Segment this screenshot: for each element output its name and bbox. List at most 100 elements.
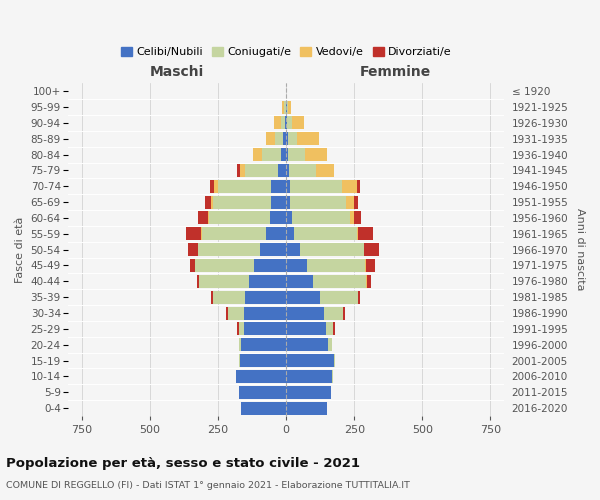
Bar	[286, 243, 300, 256]
Bar	[211, 196, 213, 208]
Bar	[281, 148, 286, 161]
Bar	[253, 148, 262, 161]
Bar	[286, 116, 287, 130]
Bar	[285, 116, 286, 130]
Bar	[305, 148, 327, 161]
Bar	[286, 354, 334, 367]
Bar	[281, 116, 285, 130]
Bar	[244, 322, 286, 336]
Bar	[286, 338, 328, 351]
Bar	[286, 322, 326, 336]
Bar	[266, 228, 286, 240]
Y-axis label: Fasce di età: Fasce di età	[15, 216, 25, 283]
Bar	[290, 196, 346, 208]
Bar	[271, 180, 286, 193]
Bar	[357, 180, 359, 193]
Bar	[245, 164, 278, 177]
Bar	[240, 354, 286, 367]
Bar	[289, 164, 316, 177]
Bar	[227, 306, 244, 320]
Bar	[295, 228, 357, 240]
Bar	[199, 275, 250, 288]
Bar	[254, 259, 286, 272]
Bar	[236, 370, 286, 383]
Bar	[213, 290, 245, 304]
Bar	[205, 196, 211, 208]
Bar	[239, 338, 241, 351]
Bar	[320, 290, 358, 304]
Bar	[286, 306, 325, 320]
Bar	[290, 180, 342, 193]
Bar	[325, 306, 343, 320]
Bar	[210, 180, 214, 193]
Bar	[297, 132, 319, 145]
Legend: Celibi/Nubili, Coniugati/e, Vedovi/e, Divorziati/e: Celibi/Nubili, Coniugati/e, Vedovi/e, Di…	[116, 42, 456, 62]
Bar	[240, 164, 245, 177]
Bar	[274, 116, 281, 130]
Bar	[286, 402, 327, 414]
Bar	[350, 212, 354, 224]
Bar	[292, 212, 350, 224]
Bar	[357, 228, 358, 240]
Bar	[214, 180, 218, 193]
Bar	[262, 148, 281, 161]
Bar	[358, 290, 359, 304]
Bar	[282, 100, 284, 114]
Bar	[288, 100, 292, 114]
Bar	[333, 322, 335, 336]
Bar	[198, 212, 208, 224]
Bar	[286, 259, 307, 272]
Text: Femmine: Femmine	[359, 64, 431, 78]
Bar	[239, 386, 286, 398]
Bar	[271, 196, 286, 208]
Text: COMUNE DI REGGELLO (FI) - Dati ISTAT 1° gennaio 2021 - Elaborazione TUTTITALIA.I: COMUNE DI REGGELLO (FI) - Dati ISTAT 1° …	[6, 481, 410, 490]
Bar	[275, 132, 283, 145]
Bar	[292, 116, 304, 130]
Bar	[316, 164, 334, 177]
Text: Maschi: Maschi	[150, 64, 205, 78]
Bar	[239, 322, 244, 336]
Y-axis label: Anni di nascita: Anni di nascita	[575, 208, 585, 291]
Bar	[307, 259, 365, 272]
Bar	[187, 228, 201, 240]
Bar	[343, 306, 345, 320]
Bar	[195, 259, 254, 272]
Bar	[266, 132, 275, 145]
Bar	[209, 212, 270, 224]
Bar	[260, 243, 286, 256]
Bar	[286, 132, 287, 145]
Bar	[226, 306, 227, 320]
Bar	[286, 370, 332, 383]
Bar	[237, 164, 240, 177]
Bar	[286, 164, 289, 177]
Bar	[354, 196, 358, 208]
Bar	[188, 243, 198, 256]
Bar	[287, 100, 288, 114]
Bar	[286, 275, 313, 288]
Bar	[198, 243, 260, 256]
Bar	[241, 338, 286, 351]
Bar	[208, 212, 209, 224]
Text: Popolazione per età, sesso e stato civile - 2021: Popolazione per età, sesso e stato civil…	[6, 458, 360, 470]
Bar	[286, 148, 287, 161]
Bar	[287, 148, 305, 161]
Bar	[245, 290, 286, 304]
Bar	[354, 212, 361, 224]
Bar	[287, 116, 292, 130]
Bar	[364, 243, 379, 256]
Bar	[346, 196, 354, 208]
Bar	[286, 212, 292, 224]
Bar	[250, 275, 286, 288]
Bar	[218, 180, 271, 193]
Bar	[211, 290, 213, 304]
Bar	[286, 180, 290, 193]
Bar	[244, 306, 286, 320]
Bar	[358, 228, 373, 240]
Bar	[286, 386, 331, 398]
Bar	[197, 275, 199, 288]
Bar	[278, 164, 286, 177]
Bar	[202, 228, 266, 240]
Bar	[241, 402, 286, 414]
Bar	[365, 259, 375, 272]
Bar	[284, 100, 286, 114]
